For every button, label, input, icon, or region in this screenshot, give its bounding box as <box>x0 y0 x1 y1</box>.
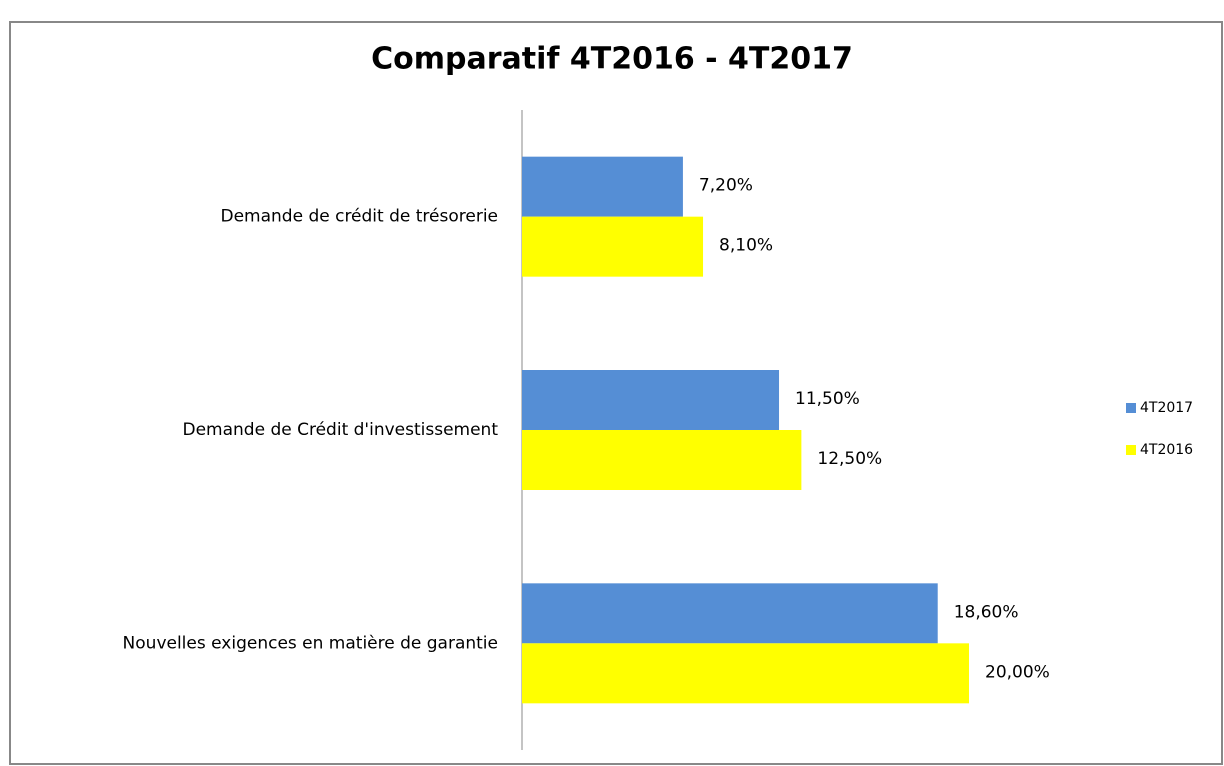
bar <box>522 370 780 430</box>
data-label: 8,10% <box>719 236 773 256</box>
legend-label: 4T2016 <box>1140 442 1193 458</box>
legend-label: 4T2017 <box>1140 400 1193 416</box>
data-label: 11,50% <box>795 389 860 409</box>
category-label: Demande de crédit de trésorerie <box>220 207 498 227</box>
bar <box>522 430 802 490</box>
data-label: 7,20% <box>699 176 753 196</box>
category-label: Nouvelles exigences en matière de garant… <box>123 633 498 653</box>
data-label: 12,50% <box>817 449 882 469</box>
legend-swatch <box>1126 445 1136 455</box>
bar <box>522 643 969 704</box>
chart-title: Comparatif 4T2016 - 4T2017 <box>371 42 853 77</box>
bar <box>522 156 683 217</box>
bar <box>522 583 938 644</box>
category-label: Demande de Crédit d'investissement <box>183 420 499 440</box>
bar <box>522 216 704 277</box>
legend-swatch <box>1126 403 1136 413</box>
data-label: 20,00% <box>985 662 1050 682</box>
data-label: 18,60% <box>954 602 1019 622</box>
